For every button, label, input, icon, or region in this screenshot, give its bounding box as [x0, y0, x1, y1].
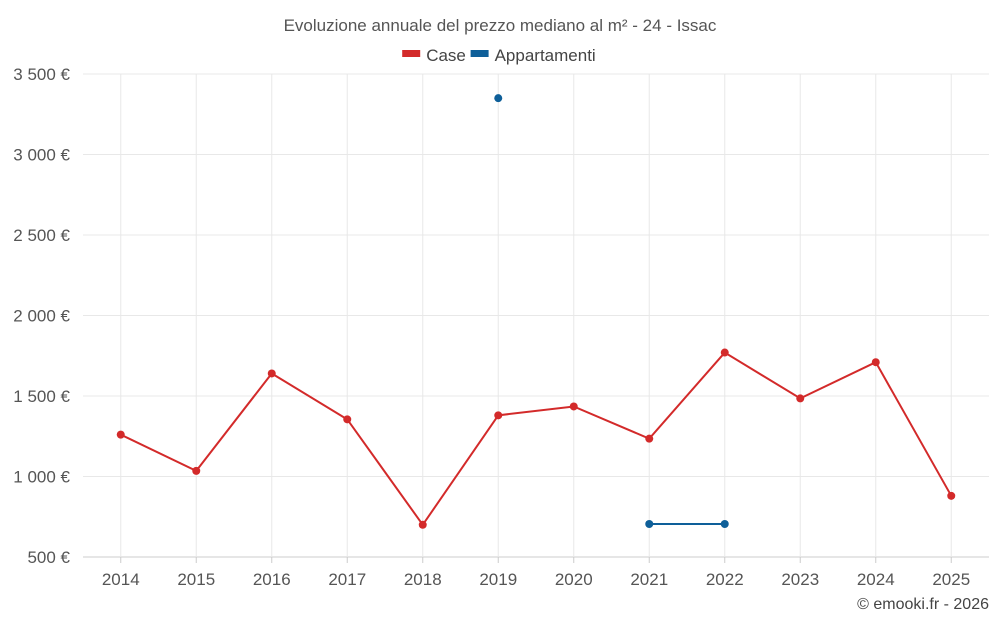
y-tick-label: 1 000 €	[13, 468, 70, 487]
data-point[interactable]	[418, 520, 427, 529]
legend-label: Case	[426, 46, 466, 65]
x-tick-label: 2024	[857, 570, 895, 589]
x-tick-label: 2014	[102, 570, 140, 589]
data-point[interactable]	[796, 394, 805, 403]
data-point[interactable]	[267, 369, 276, 378]
credit-text: © emooki.fr - 2026	[857, 596, 989, 613]
x-tick-label: 2018	[404, 570, 442, 589]
data-point[interactable]	[569, 402, 578, 411]
x-tick-label: 2016	[253, 570, 291, 589]
y-tick-label: 3 500 €	[13, 65, 70, 84]
x-tick-label: 2017	[328, 570, 366, 589]
data-point[interactable]	[494, 411, 503, 420]
y-tick-label: 2 500 €	[13, 226, 70, 245]
y-tick-label: 500 €	[27, 548, 70, 567]
x-tick-label: 2015	[177, 570, 215, 589]
data-point[interactable]	[192, 466, 201, 475]
data-point[interactable]	[720, 519, 729, 528]
x-tick-label: 2019	[479, 570, 517, 589]
legend-item-appartamenti[interactable]: Appartamenti	[470, 46, 596, 65]
x-tick-label: 2020	[555, 570, 593, 589]
data-point[interactable]	[494, 94, 503, 103]
legend-swatch	[402, 50, 421, 57]
data-point[interactable]	[645, 519, 654, 528]
y-tick-label: 2 000 €	[13, 307, 70, 326]
data-point[interactable]	[645, 434, 654, 443]
x-axis-ticks: 2014 2015 2016 2017 2018 2019 2020 2021 2022 2023…	[102, 557, 970, 589]
series-layer	[116, 94, 956, 529]
chart-title: Evoluzione annuale del prezzo mediano al…	[284, 16, 717, 35]
legend-swatch	[470, 50, 489, 57]
legend-item-case[interactable]: Case	[402, 46, 466, 65]
legend: Case Appartamenti	[402, 46, 596, 65]
legend-label: Appartamenti	[495, 46, 596, 65]
y-axis-ticks: 500 € 1 000 € 1 500 € 2 000 € 2 500 € 3 000 €…	[13, 65, 70, 567]
y-tick-label: 3 000 €	[13, 146, 70, 165]
data-point[interactable]	[116, 430, 125, 439]
x-tick-label: 2025	[932, 570, 970, 589]
series-case	[116, 348, 956, 529]
x-tick-label: 2021	[630, 570, 668, 589]
y-tick-label: 1 500 €	[13, 387, 70, 406]
x-tick-label: 2023	[781, 570, 819, 589]
x-tick-label: 2022	[706, 570, 744, 589]
series-appartamenti	[494, 94, 729, 528]
data-point[interactable]	[871, 358, 880, 367]
data-point[interactable]	[720, 348, 729, 357]
data-point[interactable]	[343, 415, 352, 424]
grid-lines	[83, 73, 989, 558]
series-line	[120, 351, 953, 527]
data-point[interactable]	[947, 491, 956, 500]
